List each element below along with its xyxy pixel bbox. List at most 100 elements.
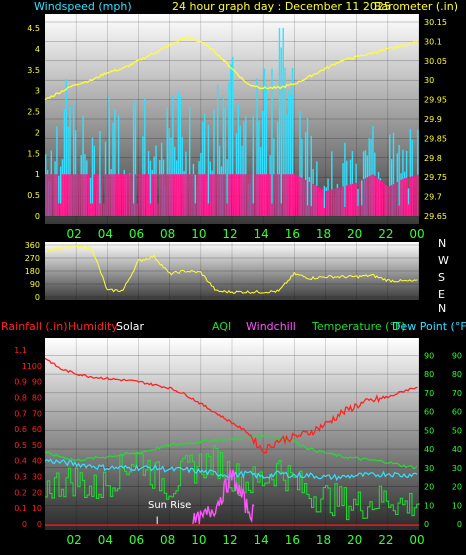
- gust-bar: [125, 174, 127, 216]
- gust-bar: [355, 182, 357, 216]
- gust-bar: [190, 174, 193, 216]
- left-tick-label: 360: [25, 241, 40, 250]
- gust-bar: [123, 174, 125, 216]
- gust-bar: [349, 184, 352, 216]
- gust-bar: [88, 174, 90, 216]
- right-tick-label: 30.1: [424, 37, 442, 46]
- gust-bar: [153, 174, 155, 216]
- right-tick-label: 29.95: [424, 96, 447, 105]
- gust-bar: [318, 186, 320, 216]
- gust-bar: [99, 203, 101, 216]
- left-tick-label: 90: [30, 280, 40, 289]
- gust-bar: [303, 178, 305, 216]
- x-tick-label: 18: [316, 227, 331, 241]
- gust-bar: [275, 174, 277, 216]
- humidity-tick-label: 0: [37, 520, 42, 529]
- gust-bar: [196, 174, 198, 216]
- wind-bar: [306, 118, 309, 216]
- left-tick-label: 3: [35, 87, 40, 96]
- wind-bar: [69, 106, 71, 216]
- right-tick-label: 29.65: [424, 212, 447, 221]
- gust-bar: [209, 174, 211, 216]
- humidity-tick-label: 70: [32, 409, 42, 418]
- gust-bar: [84, 174, 86, 216]
- gust-bar: [175, 174, 178, 216]
- gust-bar: [398, 205, 400, 216]
- right-axis-label: Barometer (.in): [374, 0, 458, 13]
- right-tick-label: 30: [424, 76, 434, 85]
- gust-bar: [218, 174, 221, 216]
- gust-bar: [284, 174, 286, 216]
- gust-bar: [170, 174, 172, 216]
- right-tick-label: 30.05: [424, 57, 447, 66]
- gust-bar: [80, 174, 82, 216]
- gust-bar: [409, 176, 412, 216]
- legend-temperature: Temperature (°F): [311, 320, 406, 333]
- gust-bar: [331, 189, 333, 216]
- gust-bar: [241, 174, 243, 216]
- wind-bar: [407, 188, 410, 216]
- wind-bar: [243, 121, 245, 216]
- gust-bar: [117, 174, 120, 216]
- gust-bar: [235, 174, 238, 216]
- wind-bar: [179, 96, 182, 216]
- gust-bar: [174, 174, 176, 216]
- gust-bar: [299, 176, 301, 216]
- right-tick-label: 29.75: [424, 173, 447, 182]
- gust-bar: [237, 174, 240, 216]
- panel1-marks: [44, 28, 419, 217]
- gust-bar: [144, 174, 146, 216]
- wind-bar: [224, 106, 226, 216]
- gust-bar: [82, 174, 84, 216]
- right-tick-label: 29.9: [424, 115, 442, 124]
- wind-bar: [282, 28, 284, 216]
- gust-bar: [368, 176, 370, 216]
- humidity-tick-label: 20: [32, 488, 42, 497]
- wind-bar: [310, 135, 312, 216]
- wind-bar: [132, 102, 135, 216]
- gust-bar: [340, 186, 342, 216]
- dew-tick-label: 90: [452, 351, 462, 360]
- panel2-grid: [45, 242, 420, 300]
- gust-bar: [194, 203, 196, 216]
- wind-direction-line: [44, 245, 418, 294]
- gust-bar: [46, 174, 49, 216]
- gust-bar: [407, 204, 410, 216]
- wind-bar: [286, 114, 288, 216]
- gust-bar: [297, 175, 299, 216]
- wind-bar: [177, 91, 180, 216]
- panel3-x-ticks: 02 04 06 08 10 12 14 16 18 20 22 00: [67, 533, 425, 547]
- dew-tick-label: 0: [457, 520, 462, 529]
- gust-bar: [203, 174, 206, 216]
- gust-bar: [374, 175, 376, 216]
- wind-bar: [291, 67, 294, 216]
- gust-bar: [93, 174, 96, 216]
- gust-bar: [183, 174, 185, 216]
- wind-bar: [213, 108, 215, 216]
- panel2-left-ticks: 0 90 180 270 360: [25, 241, 40, 302]
- solar-line: [45, 444, 420, 521]
- gust-bar: [265, 174, 268, 216]
- wind-bar: [252, 115, 254, 216]
- wind-bar: [188, 106, 191, 216]
- gust-bar: [282, 174, 284, 216]
- gust-bar: [304, 179, 307, 216]
- gust-bar: [291, 174, 294, 216]
- gust-bar: [226, 203, 228, 216]
- gust-bar: [112, 174, 114, 216]
- gust-bar: [411, 176, 413, 216]
- wind-bar: [258, 120, 260, 216]
- wind-bar: [222, 95, 225, 216]
- compass-label: N: [438, 302, 446, 315]
- temp-tick-label: 60: [424, 408, 434, 417]
- gust-bar: [106, 174, 109, 216]
- wind-bar: [278, 28, 281, 216]
- gust-bar: [74, 174, 77, 216]
- gust-bar: [286, 174, 288, 216]
- left-tick-label: 2.5: [27, 108, 40, 117]
- panel3-marks: [44, 357, 420, 526]
- gust-bar: [205, 174, 208, 216]
- panel2-background: [45, 242, 419, 300]
- gust-bar: [347, 184, 350, 216]
- gust-bar: [366, 177, 369, 216]
